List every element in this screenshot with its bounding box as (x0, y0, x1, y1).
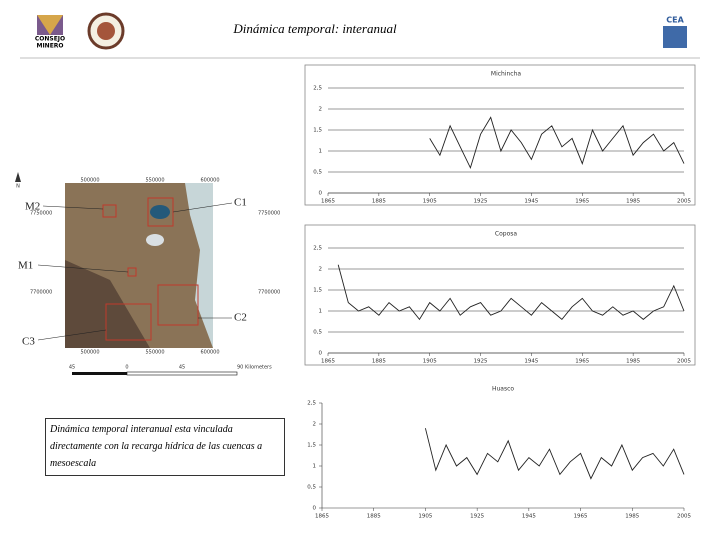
y-tick-label: 1 (319, 309, 323, 315)
map-label: M2 (25, 201, 40, 213)
y-tick-label: 0,5 (307, 485, 316, 491)
x-tick-label: 1965 (575, 359, 589, 365)
map-image (185, 183, 213, 348)
map-coord: 7700000 (30, 290, 52, 296)
scale-label: 90 Kilometers (237, 365, 272, 371)
y-tick-label: 1 (313, 464, 317, 470)
logo-mark (37, 15, 63, 35)
leader (42, 205, 104, 210)
y-tick-label: 0 (313, 506, 317, 512)
x-tick-label: 1885 (372, 199, 386, 205)
series-line (424, 428, 685, 480)
seal-logo (97, 22, 115, 40)
map-label: C3 (22, 336, 35, 348)
x-tick-label: 1985 (626, 199, 640, 205)
logo-mark (663, 26, 687, 48)
x-tick-label: 2005 (677, 359, 691, 365)
chart-frame (304, 224, 696, 366)
x-tick-label: 1885 (367, 514, 381, 520)
map-coord: 600000 (200, 350, 219, 356)
y-tick-label: 2 (319, 267, 323, 273)
map-coord: 500000 (80, 178, 99, 184)
y-tick-label: 2,5 (313, 86, 322, 92)
scale-label: 0 (125, 365, 128, 371)
y-tick-label: 0,5 (313, 170, 322, 176)
scale-bar (126, 371, 238, 376)
leader (37, 264, 129, 273)
y-tick-label: 2 (319, 107, 323, 113)
scale-label: 45 (69, 365, 75, 371)
scale-bar (72, 372, 127, 375)
map-coord: 500000 (80, 350, 99, 356)
leader (37, 329, 107, 341)
x-tick-label: 2005 (677, 514, 691, 520)
y-tick-label: 1,5 (307, 443, 316, 449)
x-tick-label: 1985 (625, 514, 639, 520)
chart-title: Michincha (491, 71, 522, 78)
x-tick-label: 1925 (474, 359, 488, 365)
y-tick-label: 2,5 (313, 246, 322, 252)
scale-label: 45 (179, 365, 185, 371)
series-line (337, 264, 685, 321)
x-tick-label: 1885 (372, 359, 386, 365)
logo-text: MINERO (36, 43, 63, 50)
x-tick-label: 1945 (524, 199, 538, 205)
north-label: N (16, 184, 20, 190)
logo-text: CEA (666, 16, 684, 25)
caption: Dinámica temporal interanual esta vincul… (45, 418, 285, 476)
x-tick-label: 1865 (321, 199, 335, 205)
map-coord: 550000 (145, 178, 164, 184)
chart-title: Coposa (495, 231, 517, 238)
chart-frame (304, 64, 696, 206)
y-tick-label: 1,5 (313, 128, 322, 134)
map-coord: 550000 (145, 350, 164, 356)
x-tick-label: 1985 (626, 359, 640, 365)
map-box (105, 303, 152, 341)
x-tick-label: 1905 (423, 199, 437, 205)
map-coord: 600000 (200, 178, 219, 184)
map-coord: 7750000 (258, 211, 280, 217)
map-box (102, 204, 117, 218)
map-image (146, 234, 164, 246)
map-label: C2 (234, 312, 247, 324)
x-tick-label: 1905 (418, 514, 432, 520)
y-tick-label: 0 (319, 351, 323, 357)
map: M2 C1 M1 C2 C3 500000 550000 600000 5000… (15, 172, 280, 376)
x-tick-label: 1865 (315, 514, 329, 520)
y-tick-label: 1,5 (313, 288, 322, 294)
map-label: M1 (18, 260, 33, 272)
x-tick-label: 2005 (677, 199, 691, 205)
x-tick-label: 1905 (423, 359, 437, 365)
slide-title: Dinámica temporal: interanual (232, 21, 397, 36)
north-arrow (15, 172, 21, 182)
x-tick-label: 1925 (470, 514, 484, 520)
x-tick-label: 1965 (574, 514, 588, 520)
map-image (150, 205, 170, 219)
map-coord: 7700000 (258, 290, 280, 296)
x-tick-label: 1945 (524, 359, 538, 365)
x-tick-label: 1925 (474, 199, 488, 205)
chart-title: Huasco (492, 386, 514, 393)
leader (172, 202, 233, 213)
y-tick-label: 1 (319, 149, 323, 155)
y-tick-label: 0 (319, 191, 323, 197)
y-tick-label: 2,5 (307, 401, 316, 407)
logo-text: CONSEJO (35, 36, 65, 43)
series-line (429, 116, 685, 170)
x-tick-label: 1945 (522, 514, 536, 520)
y-tick-label: 0,5 (313, 330, 322, 336)
x-tick-label: 1965 (575, 199, 589, 205)
y-tick-label: 2 (313, 422, 317, 428)
map-coord: 7750000 (30, 211, 52, 217)
map-box (157, 284, 199, 326)
x-tick-label: 1865 (321, 359, 335, 365)
map-label: C1 (234, 197, 247, 209)
